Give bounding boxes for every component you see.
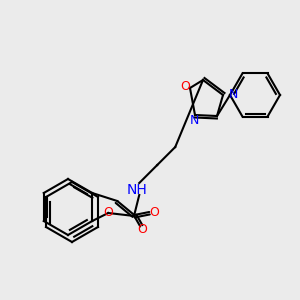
Text: O: O <box>103 206 113 220</box>
Text: N: N <box>229 88 238 101</box>
Text: N: N <box>189 113 199 127</box>
Text: O: O <box>149 206 159 218</box>
Text: O: O <box>137 223 147 236</box>
Text: NH: NH <box>127 183 148 197</box>
Text: O: O <box>180 80 190 94</box>
